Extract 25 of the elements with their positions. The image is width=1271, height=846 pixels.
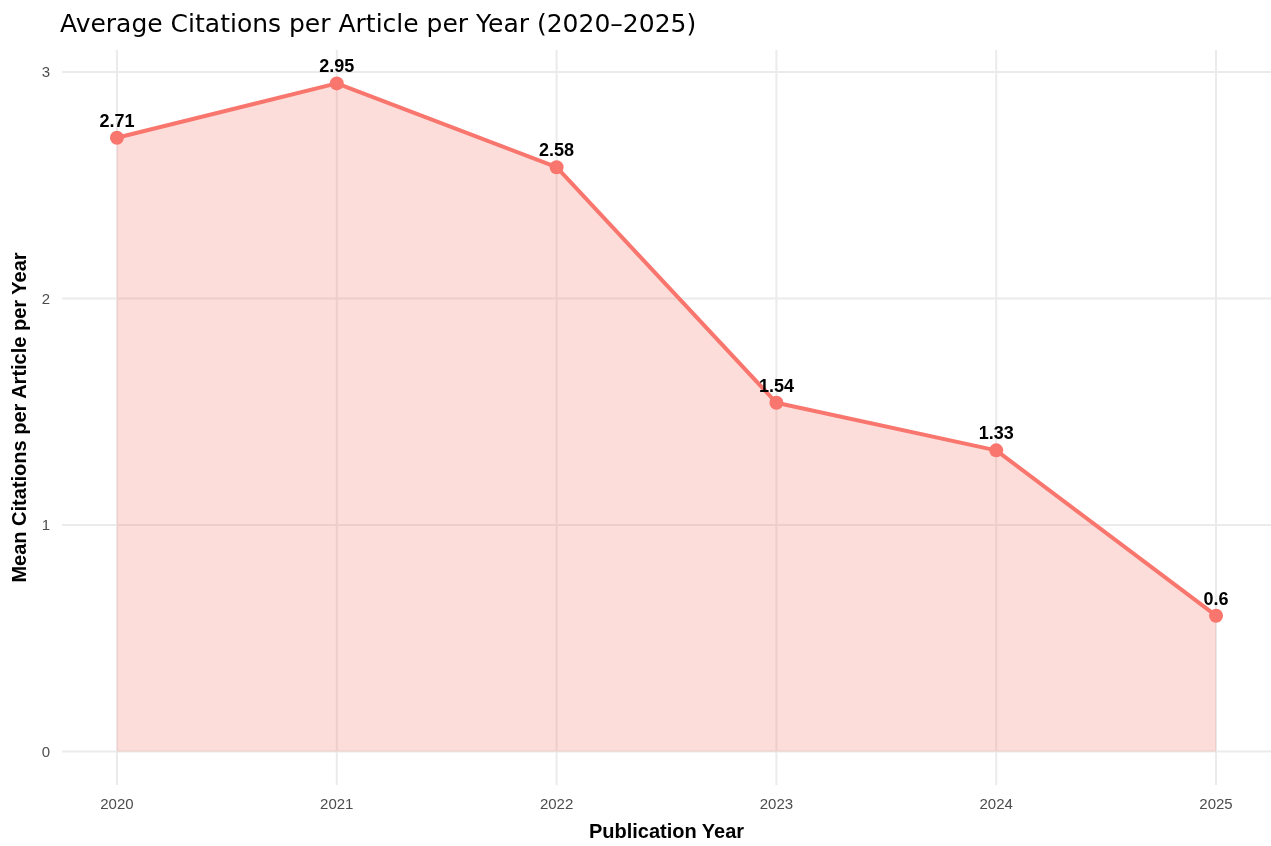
point [549, 160, 564, 175]
point [1209, 608, 1224, 623]
x-tick-label: 2023 [759, 795, 794, 812]
x-tick-label: 2021 [320, 795, 354, 812]
x-tick-label: 2020 [100, 795, 134, 812]
point [329, 76, 344, 91]
x-axis-title: Publication Year [588, 820, 745, 842]
chart-title: Average Citations per Article per Year (2020–2025) [60, 9, 697, 38]
data-label: 2.71 [99, 110, 135, 131]
data-label: 1.33 [978, 423, 1014, 444]
y-axis-title: Mean Citations per Article per Year [8, 252, 30, 583]
y-tick-label: 0 [41, 742, 50, 760]
x-tick-label: 2022 [539, 795, 574, 812]
y-tick-label: 3 [41, 63, 50, 81]
data-label: 2.95 [319, 56, 355, 77]
data-label: 0.6 [1203, 588, 1229, 609]
y-tick-label: 2 [41, 289, 50, 307]
point [769, 395, 784, 410]
y-tick-label: 1 [41, 516, 50, 534]
point [109, 130, 124, 145]
point [989, 443, 1004, 458]
x-tick-label: 2024 [979, 795, 1013, 812]
x-tick-label: 2025 [1199, 795, 1233, 812]
data-label: 1.54 [758, 375, 794, 396]
data-label: 2.58 [539, 140, 575, 161]
